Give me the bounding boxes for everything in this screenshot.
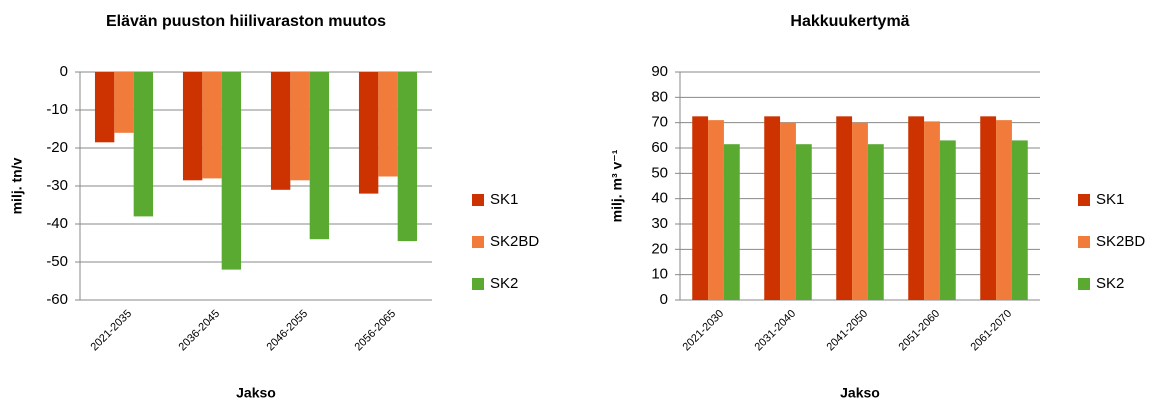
- bar: [1011, 140, 1028, 300]
- bar: [309, 72, 330, 240]
- y-tick-label: -20: [46, 139, 68, 156]
- bar: [290, 72, 310, 181]
- bar: [924, 121, 940, 301]
- y-tick-label: 80: [651, 88, 668, 105]
- x-axis-label: Jakso: [840, 385, 880, 401]
- bar: [270, 72, 291, 190]
- bar: [114, 72, 134, 133]
- x-tick-label: 2046-2055: [264, 308, 310, 354]
- y-tick-label: 0: [60, 63, 68, 80]
- bar: [939, 140, 956, 300]
- bar: [996, 120, 1012, 300]
- legend-label: SK2BD: [1096, 233, 1145, 250]
- legend-label: SK2BD: [490, 233, 539, 250]
- bar: [908, 116, 925, 300]
- bar: [852, 122, 868, 301]
- bar: [723, 144, 740, 300]
- legend-swatch: [472, 194, 484, 206]
- bar: [867, 144, 884, 300]
- bar: [378, 72, 398, 177]
- y-tick-label: -10: [46, 101, 68, 118]
- y-tick-label: 30: [651, 215, 668, 232]
- bar: [397, 72, 418, 242]
- y-tick-label: -40: [46, 215, 68, 232]
- bar: [980, 116, 997, 300]
- y-tick-label: 20: [651, 240, 668, 257]
- legend-swatch: [1078, 236, 1090, 248]
- y-tick-label: -30: [46, 177, 68, 194]
- y-axis-label: milj. tn/v: [9, 157, 25, 214]
- legend-label: SK2: [490, 275, 518, 292]
- bar: [182, 72, 203, 181]
- x-tick-label: 2031-2040: [752, 308, 798, 354]
- chart-title: Hakkuukertymä: [790, 13, 909, 30]
- x-tick-label: 2021-2030: [680, 308, 726, 354]
- x-tick-label: 2051-2060: [896, 308, 942, 354]
- x-axis-label: Jakso: [236, 385, 276, 401]
- legend-swatch: [1078, 278, 1090, 290]
- bar: [94, 72, 115, 143]
- bar: [692, 116, 709, 300]
- y-tick-label: 0: [660, 291, 668, 308]
- bar: [221, 72, 242, 270]
- y-tick-label: 90: [651, 63, 668, 80]
- x-tick-label: 2036-2045: [176, 308, 222, 354]
- y-tick-label: 40: [651, 190, 668, 207]
- legend-label: SK1: [1096, 191, 1124, 208]
- y-axis-label: milj. m³ v⁻¹: [609, 149, 625, 222]
- y-tick-label: 50: [651, 164, 668, 181]
- legend-swatch: [1078, 194, 1090, 206]
- x-tick-label: 2041-2050: [824, 308, 870, 354]
- y-tick-label: 70: [651, 114, 668, 131]
- y-tick-label: -60: [46, 291, 68, 308]
- y-tick-label: 10: [651, 266, 668, 283]
- legend-label: SK1: [490, 191, 518, 208]
- bar: [133, 72, 154, 217]
- bar: [202, 72, 222, 179]
- chart-title: Elävän puuston hiilivaraston muutos: [106, 13, 386, 30]
- legend-swatch: [472, 236, 484, 248]
- bar: [836, 116, 853, 300]
- y-tick-label: -50: [46, 253, 68, 270]
- x-tick-label: 2021-2035: [88, 308, 134, 354]
- bar: [708, 120, 724, 300]
- bar: [358, 72, 379, 194]
- bar: [780, 122, 796, 301]
- y-tick-label: 60: [651, 139, 668, 156]
- legend-label: SK2: [1096, 275, 1124, 292]
- x-tick-label: 2056-2065: [352, 308, 398, 354]
- bar: [764, 116, 781, 300]
- bar: [795, 144, 812, 300]
- x-tick-label: 2061-2070: [968, 308, 1014, 354]
- legend-swatch: [472, 278, 484, 290]
